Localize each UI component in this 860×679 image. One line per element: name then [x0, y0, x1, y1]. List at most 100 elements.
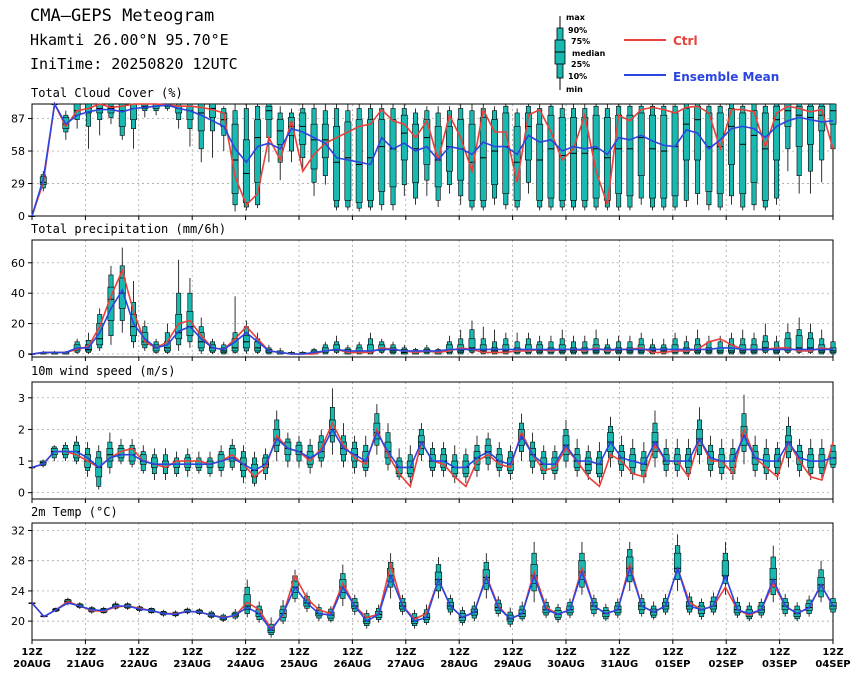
box-inner: [739, 112, 747, 194]
y-tick-label: 29: [11, 178, 25, 191]
box-inner: [446, 126, 453, 172]
box-plot: [818, 329, 826, 355]
ensemble-mean-line: [31, 288, 833, 355]
box-plot: [626, 335, 634, 355]
x-tick-hour-label: 12Z: [235, 647, 256, 658]
x-tick-date-label: 28AUG: [440, 659, 478, 670]
box-plot: [716, 104, 724, 211]
box-inner: [175, 314, 183, 340]
x-tick-date-label: 24AUG: [227, 659, 265, 670]
box-inner: [662, 454, 670, 465]
box-plot: [73, 435, 80, 465]
x-tick-hour-label: 12Z: [769, 647, 790, 658]
x-tick-hour-label: 12Z: [449, 647, 470, 658]
box-plot: [130, 281, 137, 348]
box-inner: [673, 454, 681, 465]
panel-title: 2m Temp (°C): [31, 505, 118, 519]
x-tick-date-label: 26AUG: [334, 659, 372, 670]
chart-title: CMA—GEPS Meteogram: [30, 6, 215, 26]
panel-3: 10m wind speed (m/s) 0 1 2 3: [18, 364, 837, 503]
panel-title: 10m wind speed (m/s): [31, 364, 176, 378]
box-plot: [243, 579, 251, 618]
box-plot: [128, 438, 136, 468]
box-inner: [784, 103, 792, 127]
box-plot: [457, 104, 465, 205]
panel-title: Total Cloud Cover (%): [31, 86, 183, 100]
box-plot: [73, 338, 81, 354]
box-plot: [750, 332, 758, 355]
box-inner: [773, 105, 780, 161]
box-plot: [384, 423, 392, 471]
y-tick-label: 1: [18, 455, 25, 468]
box-inner: [186, 105, 194, 120]
x-tick-date-label: 04SEP: [815, 659, 850, 670]
box-plot: [739, 104, 747, 211]
box-inner: [184, 457, 192, 468]
panel-2: Total precipitation (mm/6h) 0 20 40 60: [11, 222, 837, 361]
box-inner: [761, 341, 769, 352]
legend-p10-label: 10%: [568, 72, 588, 81]
box-plot: [389, 104, 397, 211]
box-inner: [378, 119, 386, 192]
x-tick-date-label: 29AUG: [494, 659, 532, 670]
box-plot: [795, 103, 803, 194]
panel-frame: [31, 381, 834, 500]
box-inner: [536, 123, 544, 201]
y-tick-label: 0: [18, 348, 25, 361]
box-plot: [637, 104, 645, 205]
box-inner: [637, 112, 645, 176]
x-tick-date-label: 25AUG: [280, 659, 318, 670]
box-plot: [175, 259, 183, 351]
box-plot: [242, 104, 250, 211]
legend-min-label: min: [566, 85, 583, 94]
x-tick-hour-label: 12Z: [395, 647, 416, 658]
y-tick-label: 0: [18, 487, 25, 500]
box-plot: [491, 106, 498, 205]
box-plot: [184, 448, 192, 477]
box-plot: [536, 335, 544, 355]
panel-frame: [31, 522, 834, 641]
box-inner: [384, 441, 392, 459]
box-plot: [626, 104, 634, 211]
box-plot: [355, 104, 363, 212]
y-tick-label: 28: [11, 555, 25, 568]
box-plot: [817, 560, 825, 603]
y-tick-label: 58: [11, 145, 25, 158]
x-tick-hour-label: 12Z: [502, 647, 523, 658]
box-inner: [310, 123, 318, 170]
box-plot: [457, 329, 465, 355]
y-tick-label: 0: [18, 210, 25, 223]
box-inner: [151, 457, 158, 468]
box-inner: [468, 338, 476, 352]
box-plot: [502, 104, 510, 210]
box-inner: [276, 119, 284, 145]
ensemble-mean-line: [31, 565, 834, 632]
y-tick-label: 3: [18, 392, 25, 405]
box-inner: [547, 114, 555, 199]
box-inner: [784, 338, 792, 352]
x-tick-date-label: 22AUG: [120, 659, 158, 670]
box-plot: [400, 104, 408, 196]
x-tick-date-label: 01SEP: [655, 659, 690, 670]
y-tick-label: 2: [18, 423, 25, 436]
box-plot: [773, 335, 780, 355]
y-tick-label: 20: [11, 615, 25, 628]
box-plot: [682, 103, 690, 208]
box-inner: [671, 112, 679, 197]
x-tick-date-label: 30AUG: [547, 659, 585, 670]
location-label: Hkamti 26.00°N 95.70°E: [30, 31, 229, 49]
box-plot: [694, 103, 702, 205]
box-plot: [696, 407, 703, 465]
box-plot: [662, 438, 670, 477]
box-inner: [570, 117, 577, 201]
box-plot: [378, 104, 386, 211]
legend-mean-label: Ensemble Mean: [673, 70, 780, 84]
legend-median-label: median: [572, 49, 606, 58]
box-plot: [673, 534, 682, 591]
box-inner: [491, 119, 498, 185]
box-plot: [807, 103, 814, 194]
box-inner: [400, 114, 408, 161]
box-plot: [389, 341, 397, 355]
box-plot: [440, 442, 447, 477]
